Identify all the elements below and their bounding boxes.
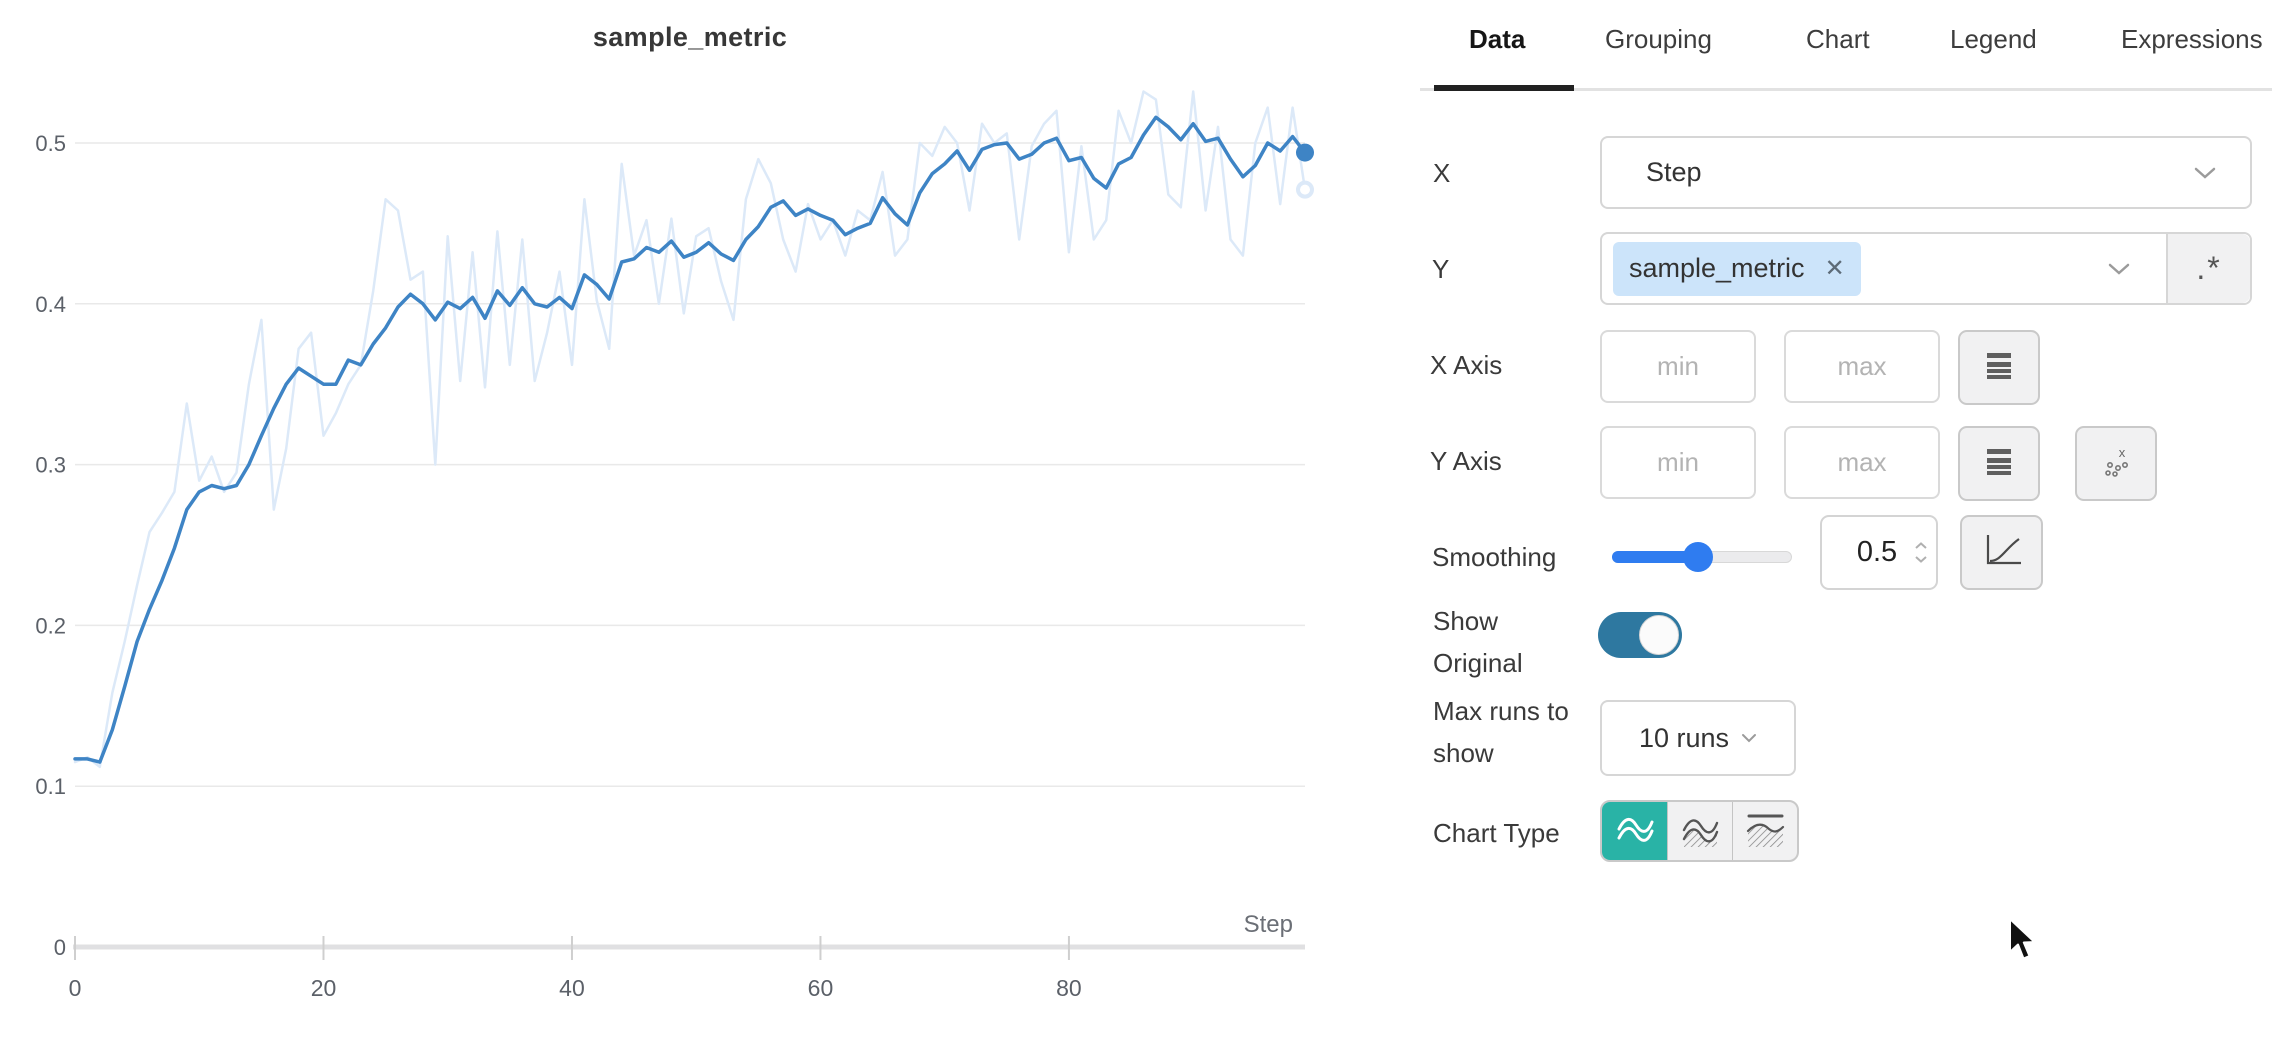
y-axis-log-scale-button[interactable] <box>1958 426 2040 501</box>
show-original-toggle[interactable] <box>1598 612 1682 658</box>
max-runs-value: 10 runs <box>1638 722 1730 753</box>
metric-chart-panel: sample_metric 0 0.1 0.2 0.3 0.4 0.5 0 20 40 60 80 S… <box>0 0 1420 1040</box>
x-axis-log-scale-button[interactable] <box>1958 330 2040 405</box>
slider-fill <box>1612 551 1698 563</box>
log-scale-icon <box>1984 445 2014 482</box>
smoothing-curve-icon <box>1981 533 2023 572</box>
y-metric-group: sample_metric ✕ .* <box>1600 232 2252 305</box>
settings-tabbar: Data Grouping Chart Legend Expressions <box>1420 0 2272 92</box>
chip-remove-icon[interactable]: ✕ <box>1824 255 1845 282</box>
svg-text:0.2: 0.2 <box>35 613 66 638</box>
svg-text:x: x <box>2119 445 2126 460</box>
chart-type-label: Chart Type <box>1433 818 1560 848</box>
svg-text:80: 80 <box>1056 975 1082 1001</box>
chevron-down-icon <box>2194 167 2216 179</box>
smoothing-value-input[interactable] <box>1842 536 1912 569</box>
svg-text:0.3: 0.3 <box>35 453 66 478</box>
smoothing-label: Smoothing <box>1432 542 1557 572</box>
area-plot-icon <box>1679 809 1721 854</box>
metric-line-chart[interactable]: 0 0.1 0.2 0.3 0.4 0.5 0 20 40 60 80 Step <box>0 0 1420 1040</box>
tab-chart[interactable]: Chart <box>1806 24 1870 54</box>
x-axis-max-input[interactable] <box>1784 330 1940 403</box>
stepper-arrows[interactable] <box>1914 542 1928 563</box>
smoothing-value-box <box>1820 515 1938 590</box>
chevron-down-icon <box>1741 733 1757 743</box>
y-axis-label: Y Axis <box>1430 446 1502 476</box>
stepper-up-icon <box>1915 542 1927 549</box>
y-axis-max-input[interactable] <box>1784 426 1940 499</box>
y-axis-min-input[interactable] <box>1600 426 1756 499</box>
svg-text:0.4: 0.4 <box>35 292 66 317</box>
svg-text:20: 20 <box>311 975 337 1001</box>
chart-type-band-button[interactable] <box>1732 802 1797 860</box>
slider-knob[interactable] <box>1683 542 1713 572</box>
regex-toggle-button[interactable]: .* <box>2166 234 2250 303</box>
active-tab-indicator <box>1434 85 1574 91</box>
max-runs-select[interactable]: 10 runs <box>1600 700 1796 776</box>
chart-type-area-button[interactable] <box>1667 802 1732 860</box>
tab-expressions[interactable]: Expressions <box>2121 24 2263 54</box>
y-metric-select[interactable]: sample_metric ✕ <box>1602 234 2166 303</box>
smoothing-slider[interactable] <box>1612 542 1792 572</box>
svg-text:0.5: 0.5 <box>35 131 66 156</box>
svg-text:40: 40 <box>559 975 585 1001</box>
chart-settings-panel: Data Grouping Chart Legend Expressions X… <box>1420 0 2272 1040</box>
toggle-knob <box>1639 615 1679 655</box>
regex-label: .* <box>2196 250 2222 286</box>
show-original-label: Show Original <box>1433 606 1523 678</box>
band-plot-icon <box>1744 809 1786 854</box>
y-field-label: Y <box>1432 254 1450 284</box>
svg-text:0: 0 <box>69 975 82 1001</box>
tabbar-divider <box>1420 88 2272 91</box>
y-metric-chip[interactable]: sample_metric ✕ <box>1613 241 1861 296</box>
chart-type-line-button[interactable] <box>1602 802 1667 860</box>
tab-data[interactable]: Data <box>1469 24 1526 54</box>
stepper-down-icon <box>1915 556 1927 563</box>
chart-title: sample_metric <box>592 22 788 52</box>
tab-legend[interactable]: Legend <box>1950 24 2037 54</box>
y-metric-chip-label: sample_metric <box>1629 253 1805 283</box>
chart-type-segmented-control <box>1600 800 1799 862</box>
x-axis-label: X Axis <box>1430 350 1503 380</box>
x-axis-min-input[interactable] <box>1600 330 1756 403</box>
line-plot-icon <box>1614 809 1656 854</box>
tab-grouping[interactable]: Grouping <box>1605 24 1712 54</box>
smoothing-algorithm-button[interactable] <box>1960 515 2043 590</box>
ignore-outliers-button[interactable]: x <box>2075 426 2157 501</box>
ignore-outliers-icon: x <box>2098 443 2134 484</box>
x-metric-select[interactable]: Step <box>1600 136 2252 209</box>
chevron-down-icon <box>2108 263 2130 275</box>
x-field-label: X <box>1433 158 1451 188</box>
svg-text:0: 0 <box>54 935 66 960</box>
svg-text:Step: Step <box>1244 911 1293 938</box>
svg-text:0.1: 0.1 <box>35 774 66 799</box>
svg-text:60: 60 <box>808 975 834 1001</box>
x-metric-value: Step <box>1646 157 1702 187</box>
log-scale-icon <box>1984 349 2014 386</box>
max-runs-label: Max runs to show <box>1433 696 1569 768</box>
